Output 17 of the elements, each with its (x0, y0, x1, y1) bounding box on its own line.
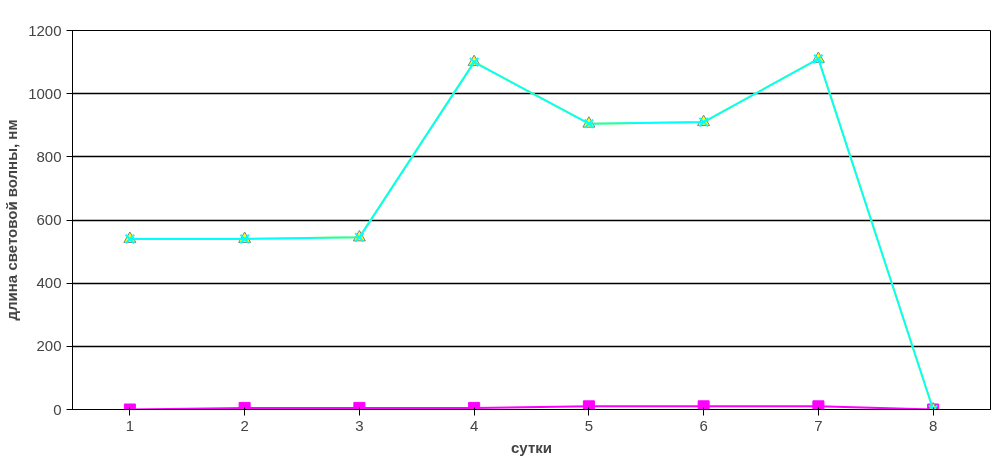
x-tick-label: 3 (355, 416, 364, 434)
y-tick-label: 400 (36, 274, 62, 292)
x-tick-label: 7 (814, 416, 823, 434)
x-tick-label: 8 (928, 416, 938, 434)
x-tick-label: 5 (584, 416, 594, 434)
y-tick-label: 1200 (28, 21, 62, 39)
x-axis-title: сутки (511, 438, 552, 456)
x-tick-label: 2 (240, 416, 249, 434)
y-tick-label: 1000 (28, 84, 62, 102)
y-tick-label: 800 (36, 147, 62, 165)
x-tick-label: 4 (469, 416, 479, 434)
x-tick-label: 6 (699, 416, 708, 434)
x-tick-label: 1 (125, 416, 135, 434)
y-tick-label: 0 (53, 400, 62, 418)
y-tick-label: 200 (36, 337, 62, 355)
y-axis-title: длина световой волны, нм (3, 119, 21, 321)
y-tick-label: 600 (36, 211, 62, 228)
